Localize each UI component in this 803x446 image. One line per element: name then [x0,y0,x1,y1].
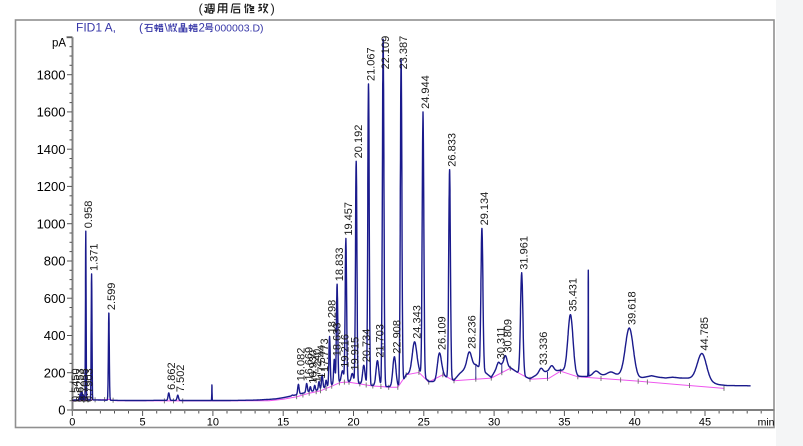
svg-text:17.773: 17.773 [319,338,331,372]
svg-text:): ) [271,1,275,16]
svg-text:6.862: 6.862 [166,362,178,390]
svg-text:19.216: 19.216 [340,334,352,368]
svg-text:\: \ [165,21,169,35]
svg-text:33.336: 33.336 [538,332,550,366]
svg-text:20.734: 20.734 [361,329,373,363]
svg-text:(: ( [199,1,204,16]
svg-text:24.343: 24.343 [412,305,424,339]
svg-text:200: 200 [44,365,66,380]
svg-text:19.457: 19.457 [343,202,355,236]
svg-text:17.240: 17.240 [312,349,324,383]
svg-text:400: 400 [44,328,66,343]
svg-text:21.067: 21.067 [366,47,378,81]
svg-text:35: 35 [558,417,570,429]
svg-text:16.930: 16.930 [307,350,319,384]
svg-text:2: 2 [199,23,205,35]
svg-text:(: ( [139,21,143,35]
svg-text:31.961: 31.961 [519,236,531,270]
svg-text:39.618: 39.618 [626,291,638,325]
svg-text:18.298: 18.298 [327,300,339,334]
svg-text:29.134: 29.134 [479,192,491,226]
svg-text:2.599: 2.599 [106,283,118,311]
svg-text:800: 800 [44,254,66,269]
svg-text:20: 20 [347,417,359,429]
svg-text:22.109: 22.109 [380,36,392,70]
svg-text:min: min [758,417,775,429]
svg-text:10: 10 [207,417,219,429]
svg-text:23.387: 23.387 [398,36,410,70]
svg-text:26.833: 26.833 [447,133,459,167]
svg-text:000003.D): 000003.D) [215,23,264,35]
svg-text:0.7903: 0.7903 [84,368,96,402]
svg-text:7.502: 7.502 [175,365,187,393]
svg-text:18.633: 18.633 [331,323,343,357]
svg-text:1400: 1400 [37,142,66,157]
svg-text:22.908: 22.908 [391,320,403,354]
svg-text:24.944: 24.944 [420,75,432,109]
svg-text:18.833: 18.833 [334,248,346,282]
svg-text:600: 600 [44,291,66,306]
svg-text:26.109: 26.109 [436,316,448,350]
svg-text:0.5450: 0.5450 [70,368,82,402]
svg-text:19.915: 19.915 [349,337,361,371]
svg-text:1800: 1800 [37,67,66,82]
svg-text:1.371: 1.371 [89,243,101,271]
svg-text:45: 45 [699,417,711,429]
svg-text:16.082: 16.082 [295,348,307,382]
svg-text:40: 40 [629,417,641,429]
svg-text:28.236: 28.236 [466,315,478,349]
svg-text:25: 25 [418,417,430,429]
svg-text:5: 5 [140,417,146,429]
svg-text:16.669: 16.669 [304,347,316,381]
svg-text:21.703: 21.703 [374,324,386,358]
svg-text:1600: 1600 [37,105,66,120]
svg-text:0: 0 [69,417,75,429]
svg-text:0.6253: 0.6253 [75,368,87,402]
svg-text:30: 30 [488,417,500,429]
svg-text:20.192: 20.192 [353,125,365,159]
svg-text:0.958: 0.958 [83,201,95,229]
svg-text:0.7055: 0.7055 [79,368,91,402]
svg-text:15: 15 [277,417,289,429]
svg-text:30.809: 30.809 [503,319,515,353]
svg-text:1200: 1200 [37,179,66,194]
svg-text:FID1 A,: FID1 A, [76,21,116,35]
svg-text:pA: pA [52,38,66,50]
svg-text:17.544: 17.544 [316,345,328,379]
svg-text:1000: 1000 [37,216,66,231]
svg-text:44.785: 44.785 [699,317,711,351]
svg-text:0: 0 [58,403,65,418]
svg-text:30.311: 30.311 [496,326,508,359]
svg-text:35.431: 35.431 [568,278,580,312]
